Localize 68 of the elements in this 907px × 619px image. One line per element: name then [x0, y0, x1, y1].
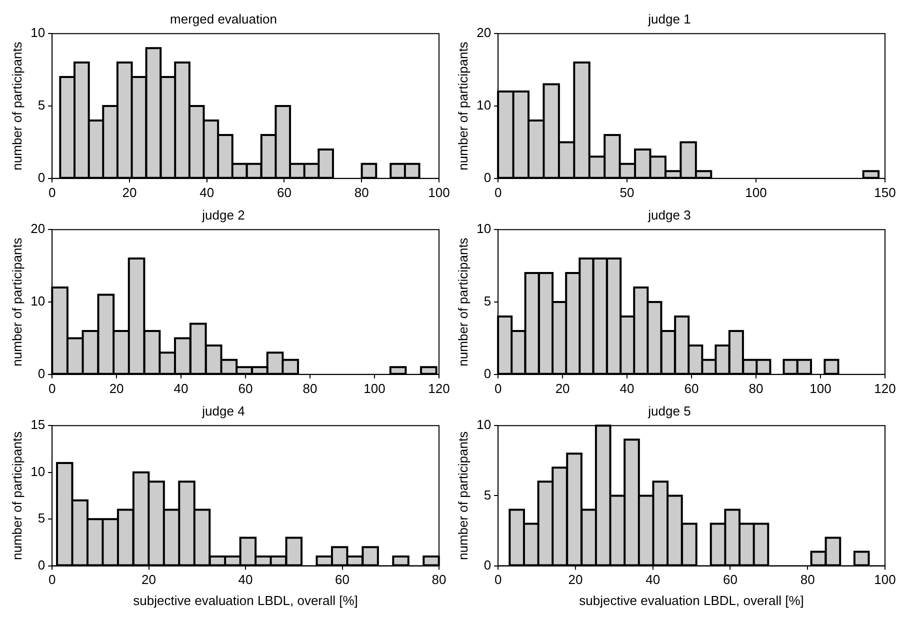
- x-tick-label: 60: [335, 572, 350, 588]
- x-tick-label: 20: [142, 572, 156, 588]
- x-tick-label: 100: [810, 380, 832, 396]
- x-tick-label: 120: [874, 380, 896, 396]
- x-tick-label: 80: [432, 572, 446, 588]
- y-axis-title: number of participants: [9, 237, 24, 366]
- y-axis-title: number of participants: [9, 41, 24, 170]
- y-tick-label: 20: [476, 25, 492, 40]
- x-tick-label: 0: [48, 572, 56, 588]
- x-tick-label: 0: [48, 380, 56, 396]
- x-tick-label: 20: [122, 184, 137, 200]
- x-tick-label: 60: [722, 572, 738, 588]
- y-tick-label: 0: [484, 557, 492, 572]
- x-tick-label: 120: [428, 380, 450, 396]
- y-tick-label: 10: [30, 464, 46, 479]
- y-tick-label: 10: [30, 294, 46, 309]
- x-tick-label: 150: [874, 184, 896, 200]
- y-tick-label: 10: [476, 417, 492, 432]
- x-tick-label: 40: [174, 380, 188, 396]
- x-tick-label: 20: [109, 380, 124, 396]
- x-tick-label: 80: [800, 572, 815, 588]
- x-tick-label: 0: [494, 572, 502, 588]
- x-tick-label: 80: [302, 380, 318, 396]
- y-axis-title: number of participants: [455, 430, 470, 560]
- x-tick-label: 100: [364, 380, 386, 396]
- x-axis-title: subjective evaluation LBDL, overall [%]: [579, 592, 804, 608]
- x-tick-label: 40: [646, 572, 660, 588]
- y-axis-title: number of participants: [455, 237, 470, 366]
- x-tick-label: 60: [238, 380, 253, 396]
- x-tick-label: 0: [494, 184, 502, 200]
- x-tick-label: 80: [354, 184, 369, 200]
- x-tick-label: 40: [200, 184, 214, 200]
- x-tick-label: 100: [428, 184, 450, 200]
- y-tick-label: 0: [484, 170, 492, 185]
- y-tick-label: 0: [38, 557, 46, 572]
- y-tick-label: 0: [38, 170, 46, 185]
- y-axis-title: number of participants: [9, 430, 24, 560]
- x-tick-label: 20: [568, 572, 583, 588]
- x-tick-label: 50: [620, 184, 634, 200]
- x-tick-label: 40: [238, 572, 253, 588]
- chart-title: judge 3: [647, 207, 691, 222]
- y-tick-label: 10: [476, 98, 492, 113]
- chart-title: judge 5: [647, 403, 691, 418]
- chart-title: judge 1: [647, 11, 691, 26]
- y-tick-label: 5: [484, 294, 492, 309]
- chart-title: judge 2: [201, 207, 245, 222]
- y-tick-label: 20: [30, 221, 46, 236]
- x-tick-label: 100: [874, 572, 896, 588]
- y-tick-label: 0: [484, 366, 492, 381]
- y-tick-label: 5: [38, 510, 46, 526]
- x-tick-label: 20: [555, 380, 570, 396]
- x-tick-label: 0: [494, 380, 502, 396]
- x-tick-label: 60: [276, 184, 292, 200]
- x-tick-label: 40: [620, 380, 634, 396]
- chart-title: judge 4: [201, 403, 245, 418]
- x-axis-title: subjective evaluation LBDL, overall [%]: [133, 592, 358, 608]
- x-tick-label: 60: [684, 380, 699, 396]
- y-tick-label: 10: [476, 221, 492, 236]
- y-tick-label: 0: [38, 366, 46, 381]
- chart-title: merged evaluation: [170, 11, 277, 26]
- x-tick-label: 0: [48, 184, 56, 200]
- y-tick-label: 15: [30, 417, 46, 432]
- x-tick-label: 80: [748, 380, 764, 396]
- y-tick-label: 5: [484, 487, 492, 502]
- y-axis-title: number of participants: [455, 41, 470, 170]
- y-tick-label: 5: [38, 98, 46, 113]
- y-tick-label: 10: [30, 25, 46, 40]
- x-tick-label: 100: [745, 184, 767, 200]
